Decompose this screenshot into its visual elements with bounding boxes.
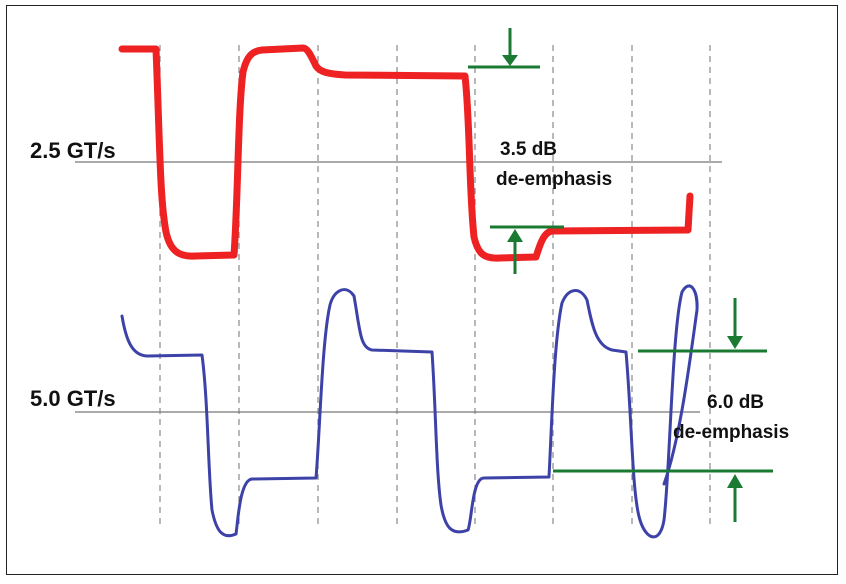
waveform-2p5gts	[118, 44, 694, 262]
deemphasis-text-top: de-emphasis	[496, 169, 612, 190]
waveform-5gts	[120, 284, 699, 539]
marker-3p5db	[468, 28, 564, 274]
marker-6p0db	[553, 298, 773, 522]
arrow-up-icon	[727, 474, 743, 488]
diagram-frame	[6, 5, 838, 575]
deemphasis-value-bottom: 6.0 dB	[707, 392, 764, 413]
deemphasis-value-top: 3.5 dB	[500, 139, 557, 160]
rate-label-top: 2.5 GT/s	[30, 138, 116, 163]
arrow-up-icon	[507, 229, 523, 242]
rate-label-bottom: 5.0 GT/s	[30, 386, 116, 411]
arrow-down-icon	[727, 336, 743, 349]
arrow-down-icon	[502, 55, 518, 66]
deemphasis-text-bottom: de-emphasis	[673, 422, 789, 443]
